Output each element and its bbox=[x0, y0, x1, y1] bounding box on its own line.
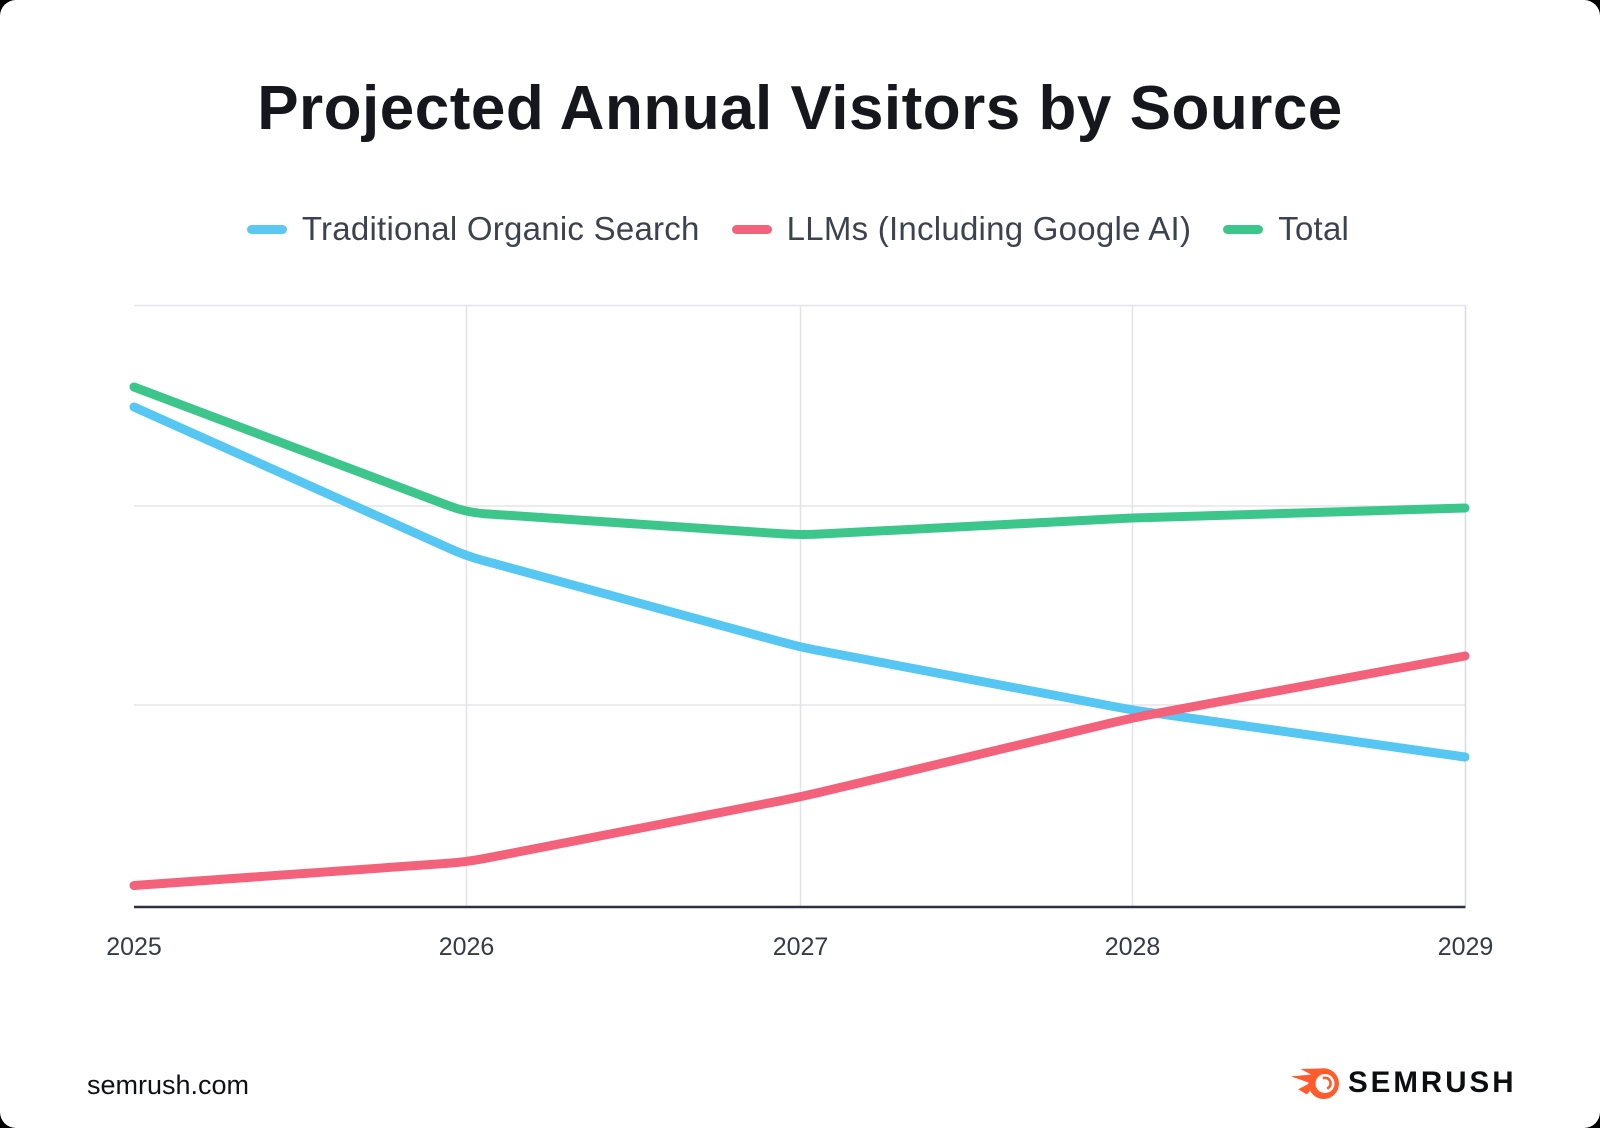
svg-text:2026: 2026 bbox=[439, 933, 495, 961]
svg-text:2027: 2027 bbox=[773, 933, 829, 961]
svg-text:2029: 2029 bbox=[1438, 933, 1494, 961]
svg-text:2028: 2028 bbox=[1105, 933, 1161, 961]
svg-text:2025: 2025 bbox=[106, 933, 162, 961]
